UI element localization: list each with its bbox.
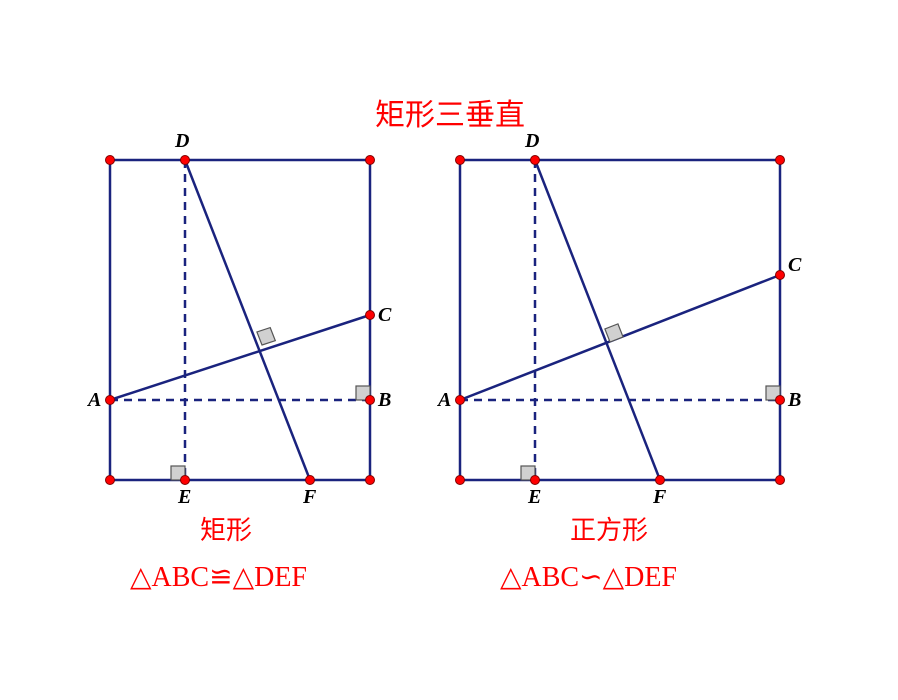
point-label: F (303, 486, 316, 509)
right-caption: 正方形 (570, 510, 648, 547)
point-label: B (378, 389, 391, 412)
point-label: D (175, 130, 189, 153)
main-title: 矩形三垂直 (300, 90, 600, 134)
point-label: C (378, 304, 391, 327)
point-label: B (788, 389, 801, 412)
left-caption: 矩形 (200, 510, 252, 547)
point-label: C (788, 254, 801, 277)
point-label: D (525, 130, 539, 153)
right-formula: △ABC∽△DEF (500, 560, 677, 594)
point-label: A (438, 389, 451, 412)
point-label: E (528, 486, 541, 509)
point-label: F (653, 486, 666, 509)
point-label: A (88, 389, 101, 412)
point-label: E (178, 486, 191, 509)
left-formula: △ABC≌△DEF (130, 560, 307, 594)
